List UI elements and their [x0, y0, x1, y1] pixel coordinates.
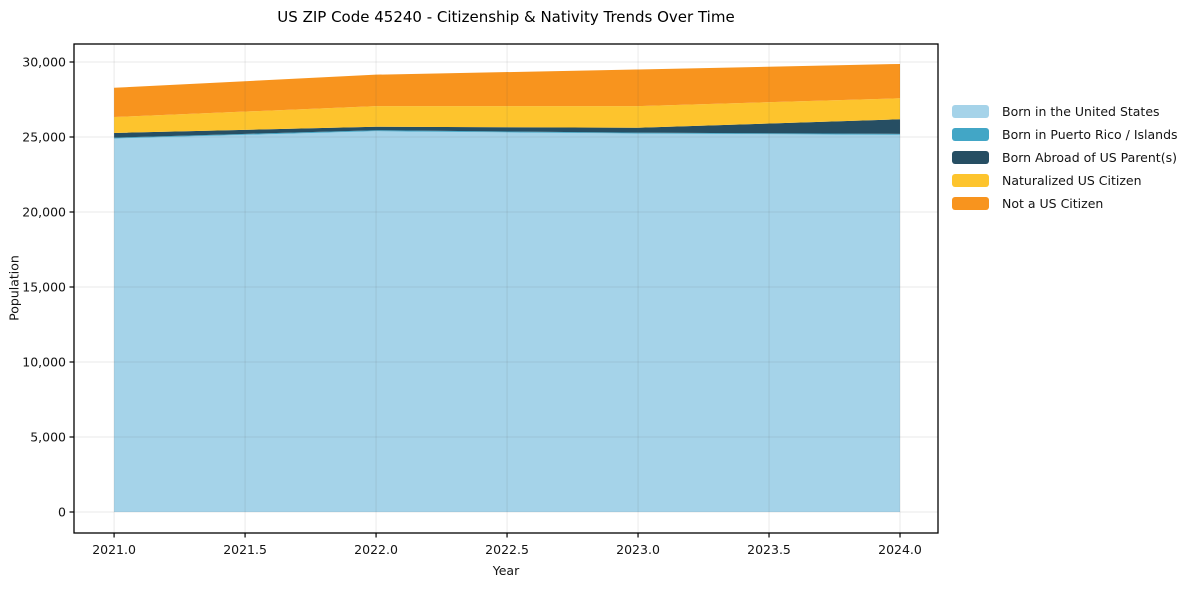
chart-title: US ZIP Code 45240 - Citizenship & Nativi… [277, 8, 735, 26]
y-tick-label: 0 [58, 504, 66, 520]
x-tick-label: 2021.5 [223, 542, 267, 557]
legend-swatch [952, 150, 989, 164]
area-series [114, 98, 901, 133]
area-series [114, 119, 901, 138]
legend-item: Naturalized US Citizen [952, 172, 1178, 188]
y-tick-label: 15,000 [22, 279, 66, 295]
x-axis-label: Year [492, 563, 520, 578]
area-series [114, 131, 901, 512]
x-tick-label: 2022.0 [354, 542, 398, 557]
legend-swatch [952, 127, 989, 141]
y-tick-label: 20,000 [22, 204, 66, 220]
x-tick-label: 2023.0 [616, 542, 660, 557]
plot-frame [73, 43, 939, 534]
y-tick-label: 25,000 [22, 129, 66, 145]
legend-label: Born Abroad of US Parent(s) [1002, 149, 1177, 165]
legend-item: Born in Puerto Rico / Islands [952, 126, 1178, 142]
area-series [114, 130, 901, 139]
x-tick-label: 2022.5 [485, 542, 529, 557]
y-tick-label: 30,000 [22, 54, 66, 70]
x-tick-label: 2024.0 [878, 542, 922, 557]
x-tick-label: 2021.0 [92, 542, 136, 557]
legend-swatch [952, 173, 989, 187]
y-tick-label: 5,000 [30, 429, 66, 445]
y-tick-label: 10,000 [22, 354, 66, 370]
legend-label: Naturalized US Citizen [1002, 172, 1142, 188]
legend-item: Not a US Citizen [952, 195, 1178, 211]
legend-swatch [952, 196, 989, 210]
legend: Born in the United States Born in Puerto… [952, 104, 1178, 219]
legend-label: Born in Puerto Rico / Islands [1002, 126, 1178, 142]
area-series [114, 63, 901, 118]
legend-swatch [952, 104, 989, 118]
legend-label: Not a US Citizen [1002, 195, 1104, 211]
legend-item: Born in the United States [952, 103, 1178, 119]
legend-item: Born Abroad of US Parent(s) [952, 149, 1178, 165]
legend-label: Born in the United States [1002, 103, 1160, 119]
x-tick-label: 2023.5 [747, 542, 791, 557]
